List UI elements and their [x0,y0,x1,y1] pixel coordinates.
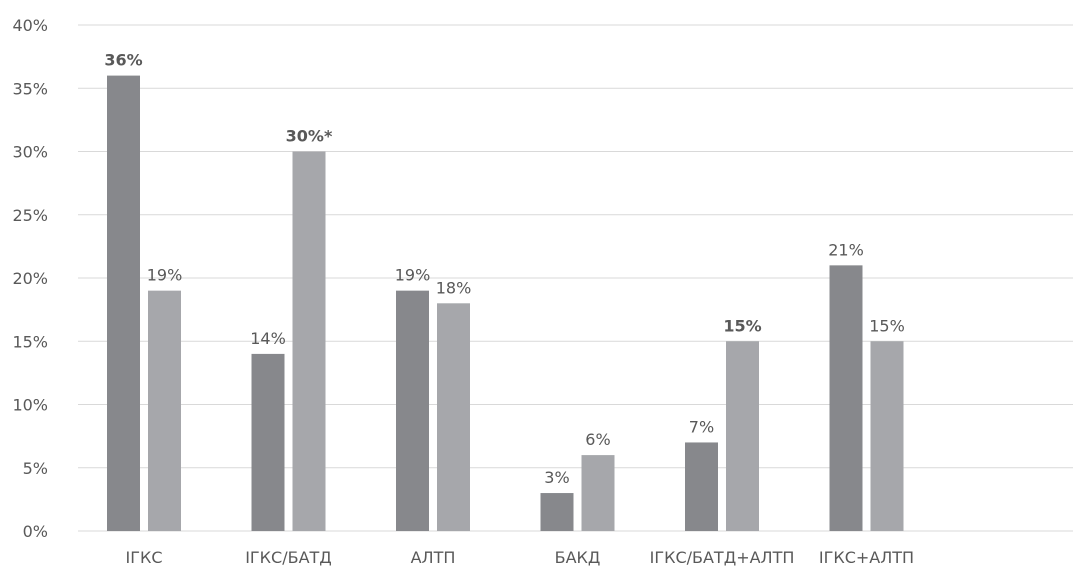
data-label: 19% [395,266,431,285]
data-label: 15% [869,316,905,335]
bar-series-2 [581,455,615,531]
data-label: 18% [436,278,472,297]
y-tick-label: 0% [23,522,48,541]
data-label: 15% [723,316,761,335]
x-category-label: ІГКС+АЛТП [819,548,914,567]
bar-series-1 [107,75,140,531]
data-label: 7% [689,417,714,436]
x-category-label: ІГКС/БАТД+АЛТП [650,548,795,567]
data-label: 19% [147,266,183,285]
y-tick-label: 40% [12,16,48,35]
bar-series-2 [148,290,181,531]
y-tick-label: 30% [12,143,48,162]
y-tick-label: 20% [12,269,48,288]
data-label: 30%* [286,127,333,146]
bar-series-2 [870,341,904,531]
gridlines [78,24,1073,532]
y-tick-label: 35% [12,79,48,98]
data-label: 3% [544,468,569,487]
y-tick-label: 10% [12,396,48,415]
bar-series-2 [292,151,326,531]
x-category-label: ІГКС [125,548,162,567]
data-label: 14% [250,329,286,348]
bar-series-1 [829,265,863,531]
data-label: 36% [104,51,142,70]
bar-series-1 [685,442,718,531]
x-category-label: ІГКС/БАТД [245,548,332,567]
x-category-label: БАКД [555,548,601,567]
y-tick-label: 15% [12,332,48,351]
x-axis-categories: ІГКС ІГКС/БАТД АЛТП БАКД ІГКС/БАТД+АЛТП ІГКС+… [125,548,914,567]
y-axis-ticks: 0% 5% 10% 15% 20% 25% 30% 35% 40% [12,16,48,541]
bar-series-1 [251,353,285,531]
y-tick-label: 25% [12,206,48,225]
bar-series-1 [396,290,429,531]
bar-series-2 [726,341,759,531]
bar-series-2 [437,303,470,531]
bars [107,75,904,531]
data-label: 6% [585,430,610,449]
data-label: 21% [828,240,864,259]
bar-series-1 [540,493,574,531]
y-tick-label: 5% [23,459,48,478]
x-category-label: АЛТП [411,548,456,567]
data-labels: 36% 14% 19% 3% 7% 21% 19% 30%* 18% 6% 15% 15% [104,51,904,487]
